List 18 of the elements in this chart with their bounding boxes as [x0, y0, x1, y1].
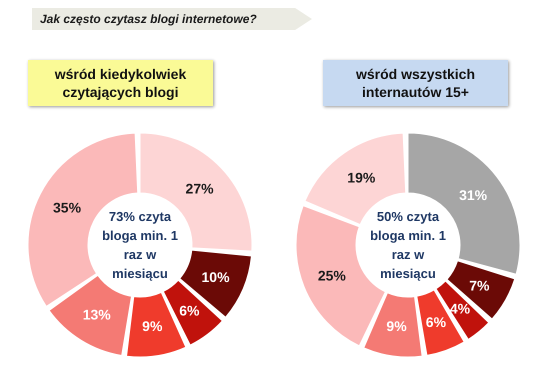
data-label: 10% — [202, 268, 230, 285]
data-label: 6% — [426, 314, 447, 330]
data-label: 4% — [450, 300, 471, 316]
chart-title: Jak często czytasz blogi internetowe? — [32, 8, 312, 30]
data-label: 9% — [386, 318, 408, 334]
data-label: 31% — [459, 187, 488, 204]
data-label: 6% — [179, 302, 200, 318]
data-label: 9% — [142, 318, 163, 334]
chart-subtitle: wśród wszystkich internautów 15+ — [323, 60, 508, 106]
data-label: 7% — [469, 277, 490, 294]
data-label: 25% — [318, 267, 346, 284]
text: 73% czyta bloga min. 1 raz w miesiącu — [101, 208, 179, 283]
chart-subtitle: wśród kiedykolwiek czytających blogi — [28, 60, 213, 106]
text: 50% czyta bloga min. 1 raz w miesiącu — [369, 208, 447, 283]
data-label: 19% — [347, 170, 376, 186]
data-label: 27% — [186, 180, 214, 197]
data-label: 13% — [82, 306, 112, 323]
data-label: 35% — [53, 200, 82, 216]
